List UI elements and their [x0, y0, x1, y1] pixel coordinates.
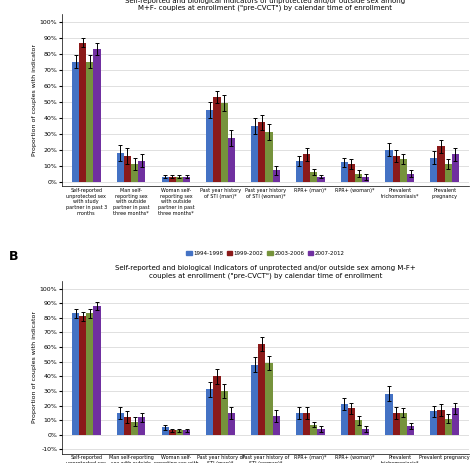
Bar [445, 419, 452, 435]
Bar [169, 430, 176, 435]
Bar [303, 155, 310, 181]
Title: Self-reported and biological indicators of unprotected and/or outside sex among
: Self-reported and biological indicators … [126, 0, 405, 11]
Bar [72, 62, 79, 181]
Bar [355, 420, 362, 435]
Bar [220, 391, 228, 435]
Y-axis label: Proportion of couples with indicator: Proportion of couples with indicator [32, 44, 37, 156]
Bar [400, 413, 407, 435]
Bar [162, 177, 169, 181]
Y-axis label: Proportion of couples with indicator: Proportion of couples with indicator [32, 312, 37, 424]
Bar [265, 132, 273, 181]
Bar [213, 97, 220, 181]
Bar [228, 138, 235, 181]
Bar [79, 316, 86, 435]
Bar [445, 164, 452, 181]
Bar [438, 146, 445, 181]
Bar [407, 174, 414, 181]
Bar [355, 174, 362, 181]
Bar [251, 364, 258, 435]
Bar [162, 427, 169, 435]
Bar [228, 413, 235, 435]
Bar [124, 156, 131, 181]
Bar [348, 408, 355, 435]
Bar [131, 422, 138, 435]
Bar [86, 62, 93, 181]
Bar [176, 177, 183, 181]
Bar [430, 157, 438, 181]
Bar [206, 389, 213, 435]
Title: Self-reported and biological indicators of unprotected and/or outside sex among : Self-reported and biological indicators … [115, 265, 416, 279]
Bar [220, 103, 228, 181]
Bar [169, 177, 176, 181]
Bar [183, 177, 190, 181]
Bar [117, 153, 124, 181]
Bar [385, 394, 392, 435]
Bar [86, 313, 93, 435]
Bar [392, 156, 400, 181]
Legend: 1994-1998, 1999-2002, 2003-2006, 2007-2012: 1994-1998, 1999-2002, 2003-2006, 2007-20… [186, 251, 345, 256]
Bar [318, 429, 325, 435]
Bar [93, 49, 100, 181]
Bar [176, 430, 183, 435]
Bar [296, 161, 303, 181]
Bar [79, 43, 86, 181]
Bar [93, 306, 100, 435]
Bar [341, 163, 348, 181]
Bar [258, 123, 265, 181]
Bar [124, 417, 131, 435]
Bar [310, 425, 318, 435]
Bar [318, 177, 325, 181]
Bar [452, 408, 459, 435]
Bar [341, 404, 348, 435]
Bar [213, 376, 220, 435]
Bar [183, 430, 190, 435]
Bar [385, 150, 392, 181]
Bar [430, 411, 438, 435]
Text: B: B [9, 250, 18, 263]
Bar [407, 426, 414, 435]
Bar [131, 164, 138, 181]
Bar [348, 164, 355, 181]
Bar [117, 413, 124, 435]
Bar [265, 363, 273, 435]
Bar [400, 159, 407, 181]
Bar [392, 413, 400, 435]
Bar [362, 429, 369, 435]
Bar [303, 413, 310, 435]
Bar [251, 125, 258, 181]
Bar [452, 155, 459, 181]
Bar [138, 161, 146, 181]
Bar [206, 110, 213, 181]
Bar [362, 177, 369, 181]
Bar [138, 417, 146, 435]
Bar [72, 313, 79, 435]
Bar [310, 172, 318, 181]
Bar [258, 344, 265, 435]
Bar [273, 416, 280, 435]
Bar [438, 410, 445, 435]
Bar [273, 170, 280, 181]
Bar [296, 413, 303, 435]
